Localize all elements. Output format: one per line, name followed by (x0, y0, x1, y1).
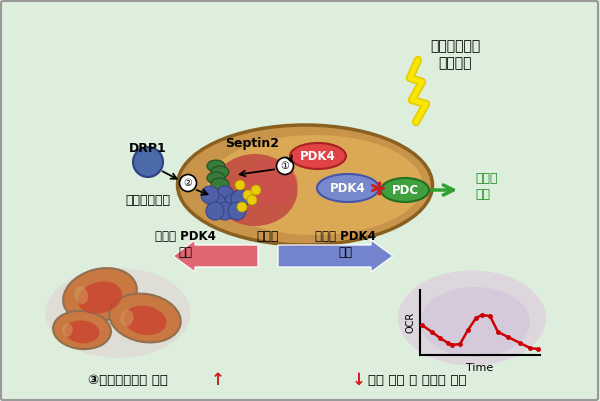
Ellipse shape (109, 294, 181, 342)
Text: Septin2: Septin2 (225, 136, 279, 150)
Circle shape (208, 194, 226, 212)
Circle shape (277, 158, 293, 174)
Text: OCR: OCR (405, 311, 415, 332)
Circle shape (133, 147, 163, 177)
Ellipse shape (74, 286, 88, 304)
Circle shape (247, 195, 257, 205)
Text: DRP1: DRP1 (129, 142, 167, 154)
Text: ↓: ↓ (352, 371, 366, 389)
Circle shape (206, 202, 224, 220)
Ellipse shape (317, 174, 379, 202)
FancyArrow shape (278, 240, 393, 272)
Circle shape (237, 202, 247, 212)
Ellipse shape (121, 310, 134, 326)
Ellipse shape (207, 172, 225, 184)
Circle shape (251, 185, 261, 195)
Ellipse shape (178, 125, 433, 245)
Circle shape (224, 194, 242, 212)
Ellipse shape (62, 323, 73, 337)
Text: Time: Time (466, 363, 494, 373)
Ellipse shape (398, 271, 546, 365)
Ellipse shape (124, 306, 166, 335)
Text: 새로운 PDK4
역할: 새로운 PDK4 역할 (155, 229, 215, 259)
Text: 미토콘드리아
스트레스: 미토콘드리아 스트레스 (430, 39, 480, 71)
Ellipse shape (65, 320, 100, 343)
Text: ↑: ↑ (211, 371, 225, 389)
Text: 미토콘드리아: 미토콘드리아 (125, 194, 170, 207)
Text: ③미토콘드리아 분절: ③미토콘드리아 분절 (88, 373, 168, 387)
Text: 에너지
생성: 에너지 생성 (475, 172, 497, 201)
Ellipse shape (211, 166, 229, 178)
Text: PDK4: PDK4 (300, 150, 336, 162)
Ellipse shape (207, 160, 225, 172)
Ellipse shape (208, 135, 422, 235)
Ellipse shape (46, 268, 191, 358)
Text: 전통적 PDK4
역할: 전통적 PDK4 역할 (314, 229, 376, 259)
Circle shape (201, 186, 219, 204)
FancyArrow shape (173, 240, 258, 272)
Text: PDC: PDC (391, 184, 419, 196)
Circle shape (179, 174, 197, 192)
Ellipse shape (290, 143, 346, 169)
Text: ②: ② (184, 178, 193, 188)
Circle shape (228, 202, 246, 220)
Circle shape (235, 180, 245, 190)
Ellipse shape (63, 268, 137, 322)
Circle shape (231, 190, 249, 208)
Ellipse shape (78, 282, 122, 314)
Circle shape (216, 186, 234, 204)
Text: PDK4: PDK4 (330, 182, 366, 194)
Circle shape (243, 190, 253, 200)
Ellipse shape (381, 178, 429, 202)
Text: 인산화: 인산화 (257, 231, 279, 243)
Ellipse shape (242, 160, 298, 205)
Ellipse shape (53, 311, 111, 349)
Ellipse shape (212, 154, 298, 226)
Circle shape (216, 202, 234, 220)
Text: ①: ① (281, 161, 289, 171)
Text: 세포 호흡 및 에너지 생성: 세포 호흡 및 에너지 생성 (368, 373, 467, 387)
Ellipse shape (211, 178, 229, 190)
Ellipse shape (420, 287, 530, 357)
